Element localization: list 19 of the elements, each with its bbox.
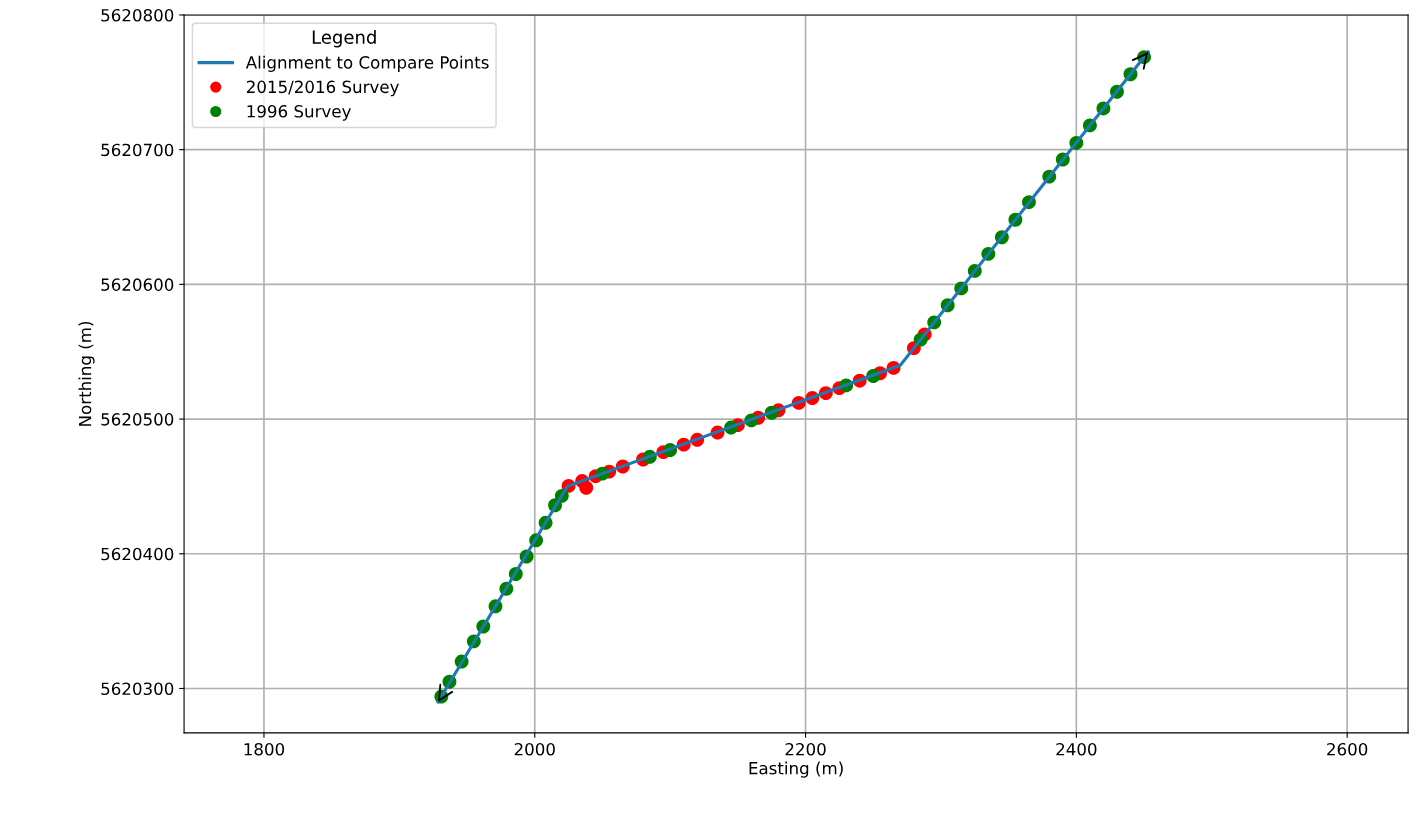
legend-label: Alignment to Compare Points (245, 55, 489, 72)
x-tick-label: 2600 (1327, 742, 1368, 756)
y-tick-label: 5620300 (101, 682, 174, 696)
point (579, 480, 594, 495)
x-tick-label: 2000 (514, 742, 555, 756)
x-tick-label: 2200 (785, 742, 826, 756)
y-tick-label: 5620600 (101, 278, 174, 291)
x-axis-title: Easting (m) (749, 761, 843, 778)
legend-label: 2015/2016 Survey (246, 80, 399, 97)
y-tick-label: 5620700 (101, 143, 174, 157)
legend-title: Legend (312, 29, 376, 48)
y-tick-label: 5620800 (101, 8, 174, 22)
legend-label: 1996 Survey (247, 105, 351, 121)
x-tick-label: 1800 (244, 742, 285, 756)
x-tick-label: 2400 (1056, 742, 1097, 756)
y-tick-label: 5620400 (101, 547, 174, 561)
y-axis-title: Northing (m) (78, 321, 95, 426)
line-series (436, 50, 1150, 704)
y-tick-label: 5620500 (101, 413, 174, 426)
